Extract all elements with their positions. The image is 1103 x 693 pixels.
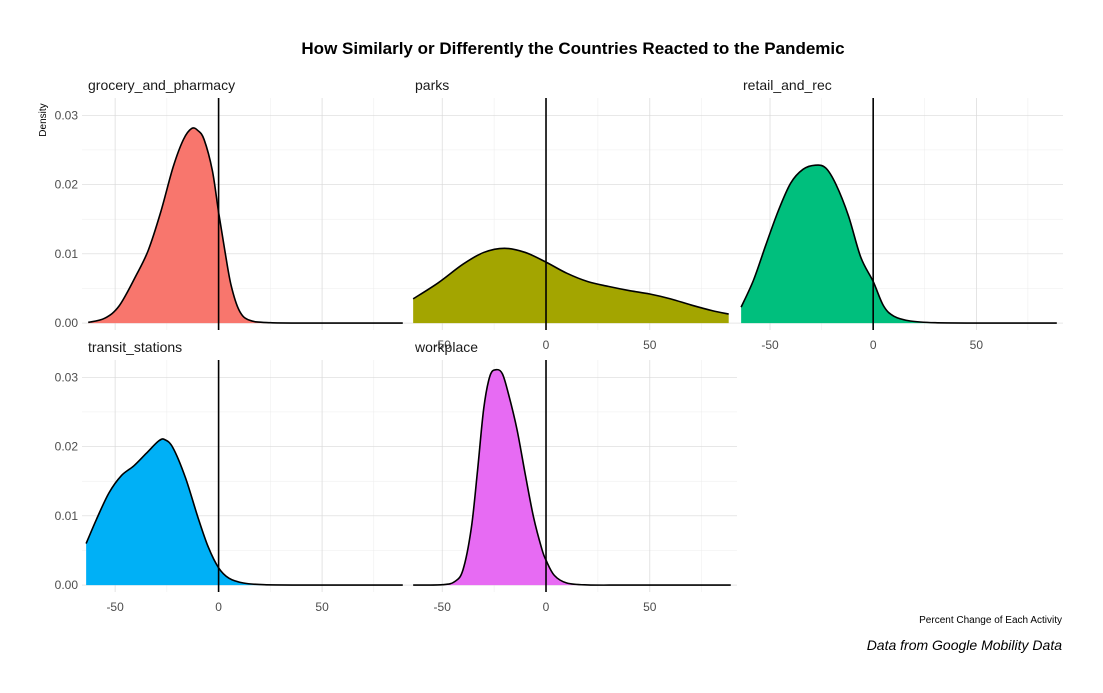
x-tick-label: -50 (761, 338, 779, 352)
facet-panels: grocery_and_pharmacy 0.00 0.01 0.02 0.03 park… (55, 77, 1063, 614)
chart-title: How Similarly or Differently the Countri… (301, 39, 844, 58)
density-area-transit-stations (86, 438, 403, 586)
density-area-grocery-and-pharmacy (88, 127, 403, 324)
facet-panel-retail-and-rec: retail_and_rec -50 0 50 (737, 77, 1063, 352)
chart-caption: Data from Google Mobility Data (867, 637, 1063, 653)
y-tick-label: 0.01 (55, 247, 79, 261)
facet-panel-parks: parks -50 0 50 (409, 77, 737, 352)
x-tick-label: 50 (643, 338, 657, 352)
x-tick-label: 0 (543, 600, 550, 614)
y-tick-label: 0.00 (55, 316, 79, 330)
y-tick-label: 0.01 (55, 509, 79, 523)
x-tick-label: -50 (434, 338, 452, 352)
density-area-parks (413, 248, 729, 324)
density-line-grocery-and-pharmacy (88, 127, 403, 324)
facet-label: retail_and_rec (743, 77, 832, 93)
x-tick-label: 50 (970, 338, 984, 352)
density-line-workplace (413, 368, 731, 586)
x-tick-label: -50 (106, 600, 124, 614)
y-tick-label: 0.03 (55, 108, 79, 122)
facet-label: workplace (414, 339, 478, 355)
facet-label: transit_stations (88, 339, 182, 355)
y-tick-label: 0.00 (55, 578, 79, 592)
facet-label: grocery_and_pharmacy (88, 77, 235, 93)
x-tick-label: 0 (215, 600, 222, 614)
x-tick-label: 0 (870, 338, 877, 352)
x-tick-label: 50 (643, 600, 657, 614)
x-tick-label: 50 (315, 600, 329, 614)
x-axis-label: Percent Change of Each Activity (919, 615, 1062, 626)
y-tick-label: 0.03 (55, 370, 79, 384)
density-line-transit-stations (85, 438, 403, 586)
facet-panel-workplace: workplace-50 0 50 (409, 339, 737, 614)
y-tick-label: 0.02 (55, 178, 79, 192)
density-area-workplace (413, 369, 731, 586)
y-tick-label: 0.02 (55, 440, 79, 454)
density-line-retail-and-rec (740, 164, 1057, 324)
facet-panel-grocery-and-pharmacy: grocery_and_pharmacy 0.00 0.01 0.02 0.03 (55, 77, 409, 330)
density-line-parks (412, 247, 729, 315)
x-tick-label: 0 (543, 338, 550, 352)
density-area-retail-and-rec (741, 165, 1057, 324)
y-axis-label: Density (38, 103, 49, 136)
facet-label: parks (415, 77, 449, 93)
facet-panel-transit-stations: transit_stations 0.00 0.01 0.02 0.03 -50 0 50 (55, 339, 409, 614)
x-tick-label: -50 (434, 600, 452, 614)
